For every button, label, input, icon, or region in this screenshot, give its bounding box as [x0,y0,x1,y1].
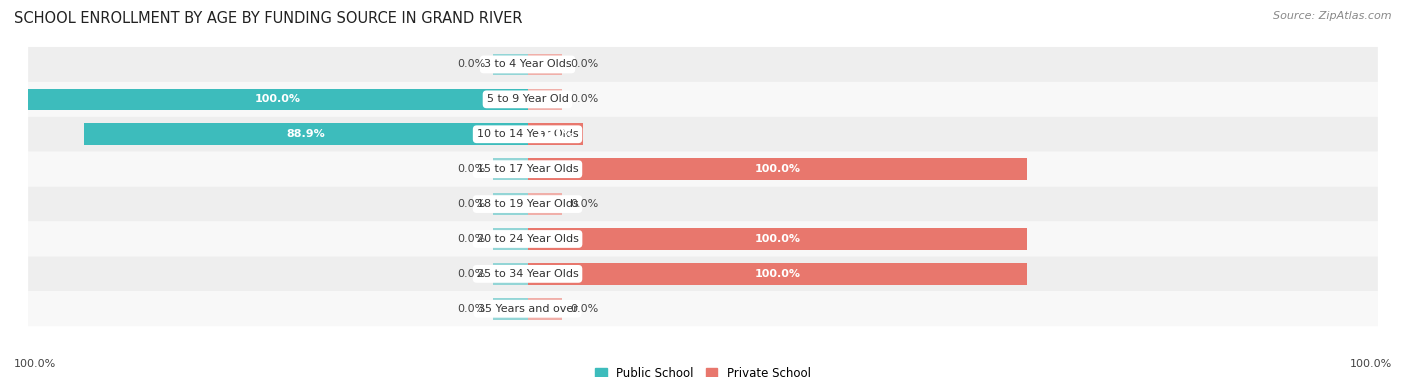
Text: 0.0%: 0.0% [569,304,598,314]
Bar [527,263,1026,285]
FancyBboxPatch shape [28,152,1378,187]
Text: 0.0%: 0.0% [457,164,485,174]
Text: 0.0%: 0.0% [457,199,485,209]
Text: 100.0%: 100.0% [1350,359,1392,369]
Bar [527,193,562,215]
Text: 25 to 34 Year Olds: 25 to 34 Year Olds [477,269,578,279]
Bar [492,158,527,180]
FancyBboxPatch shape [28,222,1378,256]
Text: 100.0%: 100.0% [754,164,800,174]
Text: 18 to 19 Year Olds: 18 to 19 Year Olds [477,199,578,209]
Text: 0.0%: 0.0% [457,269,485,279]
FancyBboxPatch shape [28,187,1378,222]
Text: 5 to 9 Year Old: 5 to 9 Year Old [486,94,568,104]
Text: 100.0%: 100.0% [754,234,800,244]
Text: 20 to 24 Year Olds: 20 to 24 Year Olds [477,234,578,244]
Text: 0.0%: 0.0% [457,60,485,69]
Bar [492,298,527,320]
Text: 0.0%: 0.0% [569,199,598,209]
FancyBboxPatch shape [28,82,1378,117]
Text: 15 to 17 Year Olds: 15 to 17 Year Olds [477,164,578,174]
Text: 10 to 14 Year Olds: 10 to 14 Year Olds [477,129,578,139]
FancyBboxPatch shape [28,47,1378,82]
Bar [527,54,562,75]
Bar [527,123,583,145]
Bar [492,54,527,75]
Text: 88.9%: 88.9% [287,129,325,139]
FancyBboxPatch shape [28,291,1378,326]
Text: Source: ZipAtlas.com: Source: ZipAtlas.com [1274,11,1392,21]
Text: 100.0%: 100.0% [254,94,301,104]
Text: 35 Years and over: 35 Years and over [478,304,578,314]
Bar [492,193,527,215]
Bar [28,89,527,110]
Text: SCHOOL ENROLLMENT BY AGE BY FUNDING SOURCE IN GRAND RIVER: SCHOOL ENROLLMENT BY AGE BY FUNDING SOUR… [14,11,523,26]
Legend: Public School, Private School: Public School, Private School [591,362,815,377]
Text: 0.0%: 0.0% [569,94,598,104]
Text: 3 to 4 Year Olds: 3 to 4 Year Olds [484,60,571,69]
Text: 11.1%: 11.1% [536,129,575,139]
Bar [83,123,527,145]
Text: 100.0%: 100.0% [754,269,800,279]
Bar [527,158,1026,180]
Bar [492,263,527,285]
Bar [527,89,562,110]
Text: 0.0%: 0.0% [569,60,598,69]
FancyBboxPatch shape [28,117,1378,152]
Text: 0.0%: 0.0% [457,234,485,244]
Bar [492,228,527,250]
Bar [527,298,562,320]
FancyBboxPatch shape [28,256,1378,291]
Bar [527,228,1026,250]
Text: 100.0%: 100.0% [14,359,56,369]
Text: 0.0%: 0.0% [457,304,485,314]
